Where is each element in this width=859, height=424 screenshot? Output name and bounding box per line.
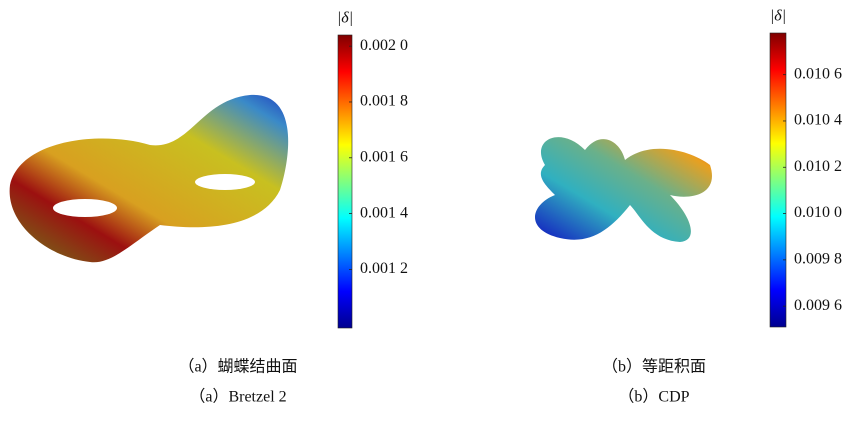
figure: |δ| 0.002 0 0.001 8 0.001 6 0.001 4 0.001 2 （a… [0, 0, 859, 419]
tick-label: 0.010 4 [794, 112, 842, 129]
colorbar-label: |δ| [770, 8, 786, 25]
colorbar [338, 35, 352, 328]
tick-label: 0.010 2 [794, 158, 842, 175]
tick-label: 0.001 8 [360, 93, 408, 110]
caption-en: （a）Bretzel 2 [189, 388, 286, 406]
surface-cdp [535, 137, 712, 242]
caption-cn: （a）蝴蝶结曲面 [178, 358, 297, 376]
tick-label: 0.010 6 [794, 65, 842, 82]
colorbar [770, 33, 786, 327]
tick-label: 0.001 4 [360, 204, 408, 221]
tick-label: 0.001 2 [360, 260, 408, 277]
tick-label: 0.009 8 [794, 251, 842, 268]
tick-label: 0.009 6 [794, 297, 842, 314]
tick-label: 0.001 6 [360, 148, 408, 165]
tick-label: 0.002 0 [360, 37, 408, 54]
tick-label: 0.010 0 [794, 204, 842, 221]
caption-cn: （b）等距积面 [602, 358, 706, 376]
caption-en: （b）CDP [618, 388, 689, 406]
colorbar-label: |δ| [337, 10, 353, 27]
surface-bretzel [10, 95, 289, 262]
